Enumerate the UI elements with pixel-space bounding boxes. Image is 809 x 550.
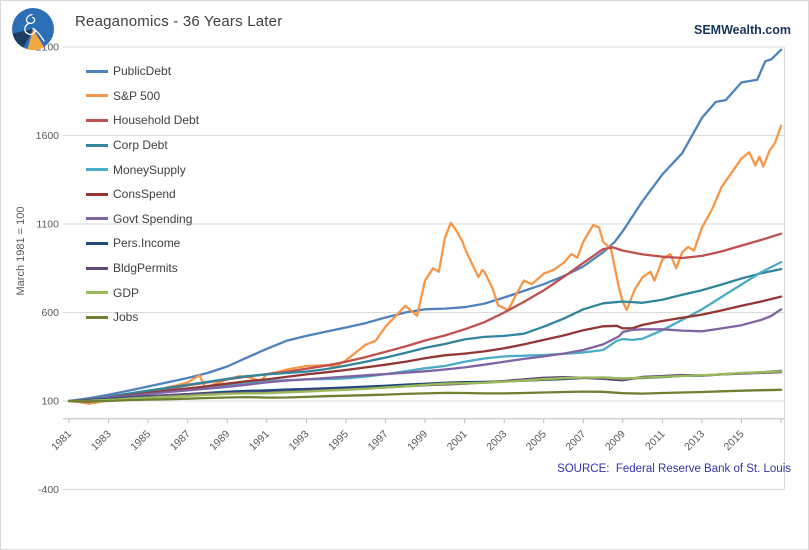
series-line-gdp bbox=[67, 370, 783, 403]
legend-swatch-consspend bbox=[86, 192, 108, 196]
y-tick-label: -400 bbox=[38, 484, 59, 496]
legend-label: PublicDebt bbox=[113, 64, 172, 79]
x-tick-label: 1983 bbox=[89, 428, 114, 453]
legend-label: Household Debt bbox=[113, 113, 200, 128]
x-tick-label: 1991 bbox=[247, 428, 272, 453]
legend-label: GDP bbox=[113, 285, 140, 300]
page-title: Reaganomics - 36 Years Later bbox=[75, 13, 283, 30]
legend-item-household-debt: Household Debt bbox=[86, 108, 199, 133]
legend-item-corp-debt: Corp Debt bbox=[86, 133, 199, 158]
legend-item-consspend: ConsSpend bbox=[86, 182, 199, 207]
legend-swatch-jobs bbox=[86, 315, 108, 319]
legend-swatch-moneysupply bbox=[86, 168, 108, 172]
series-line-jobs bbox=[67, 388, 783, 403]
legend-item-moneysupply: MoneySupply bbox=[86, 157, 199, 182]
legend-swatch-publicdebt bbox=[86, 69, 108, 73]
legend-item-bldgpermits: BldgPermits bbox=[86, 256, 199, 281]
y-axis-title: March 1981 = 100 bbox=[15, 206, 27, 296]
x-tick-label: 2013 bbox=[682, 428, 707, 453]
legend-swatch-s-p-500 bbox=[86, 94, 108, 98]
x-tick-label: 2009 bbox=[603, 428, 628, 453]
x-tick-label: 2003 bbox=[484, 428, 509, 453]
x-tick-label: 2007 bbox=[563, 428, 588, 453]
legend-label: Jobs bbox=[113, 310, 139, 325]
chart-legend: PublicDebt S&P 500 Household Debt Corp Debt… bbox=[86, 59, 199, 330]
x-tick-label: 1981 bbox=[49, 428, 74, 453]
legend-item-pers-income: Pers.Income bbox=[86, 231, 199, 256]
y-tick-label: 100 bbox=[41, 396, 59, 408]
series-line-corp-debt bbox=[67, 267, 783, 403]
x-tick-label: 1999 bbox=[405, 428, 430, 453]
x-tick-label: 1987 bbox=[168, 428, 193, 453]
legend-label: Govt Spending bbox=[113, 211, 193, 226]
legend-swatch-corp-debt bbox=[86, 143, 108, 147]
legend-swatch-household-debt bbox=[86, 118, 108, 122]
legend-item-gdp: GDP bbox=[86, 280, 199, 305]
legend-item-govt-spending: Govt Spending bbox=[86, 207, 199, 232]
x-tick-label: 2005 bbox=[524, 428, 549, 453]
legend-label: Corp Debt bbox=[113, 138, 168, 153]
x-tick-label: 2015 bbox=[722, 428, 747, 453]
source-note: SOURCE: Federal Reserve Bank of St. Loui… bbox=[557, 463, 791, 475]
x-tick-label: 1985 bbox=[128, 428, 153, 453]
x-tick-label: 2001 bbox=[445, 428, 470, 453]
legend-item-jobs: Jobs bbox=[86, 305, 199, 330]
legend-swatch-bldgpermits bbox=[86, 266, 108, 270]
sem-logo-icon bbox=[12, 8, 54, 51]
series-line-publicdebt bbox=[67, 48, 783, 403]
x-tick-label: 2011 bbox=[643, 428, 668, 453]
x-tick-label: 1989 bbox=[207, 428, 232, 453]
brand-link[interactable]: SEMWealth.com bbox=[693, 23, 791, 37]
legend-swatch-pers-income bbox=[86, 241, 108, 245]
legend-item-publicdebt: PublicDebt bbox=[86, 59, 199, 84]
y-tick-label: 1600 bbox=[36, 130, 60, 142]
legend-label: MoneySupply bbox=[113, 162, 186, 177]
legend-label: ConsSpend bbox=[113, 187, 176, 202]
legend-swatch-govt-spending bbox=[86, 217, 108, 221]
x-tick-label: 1993 bbox=[287, 428, 312, 453]
legend-swatch-gdp bbox=[86, 291, 108, 295]
x-tick-label: 1997 bbox=[366, 428, 391, 453]
x-tick-label: 1995 bbox=[326, 428, 351, 453]
y-tick-label: 1100 bbox=[36, 219, 59, 231]
legend-label: S&P 500 bbox=[113, 88, 161, 103]
y-tick-label: 600 bbox=[41, 307, 59, 319]
series-line-consspend bbox=[67, 295, 783, 403]
legend-item-s-p-500: S&P 500 bbox=[86, 84, 199, 109]
series-line-govt-spending bbox=[67, 308, 783, 403]
legend-label: Pers.Income bbox=[113, 236, 181, 251]
legend-label: BldgPermits bbox=[113, 261, 178, 276]
